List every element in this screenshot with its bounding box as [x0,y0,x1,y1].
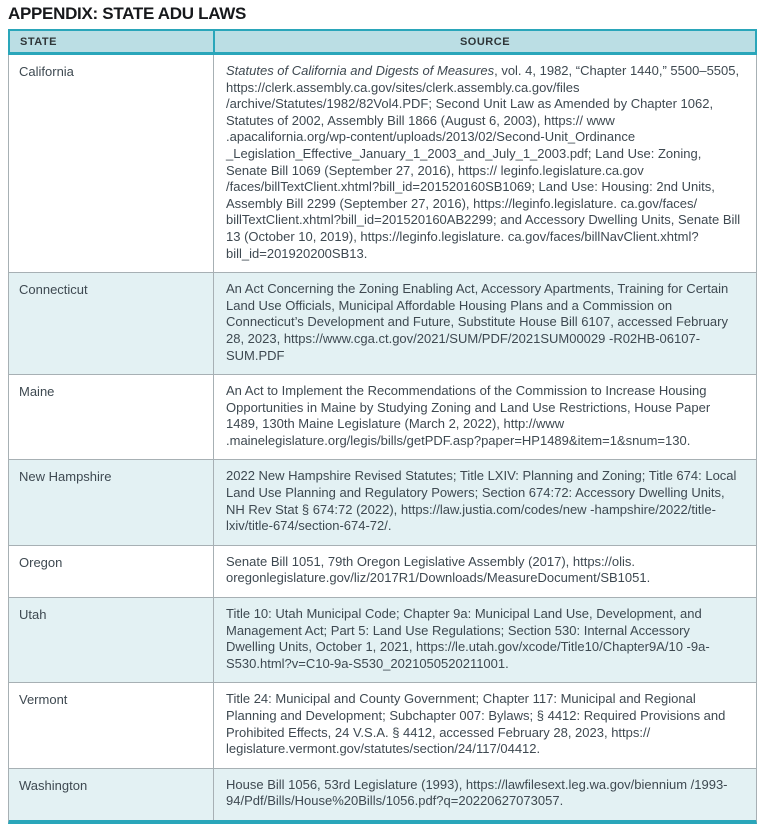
source-text: , vol. 4, 1982, “Chapter 1440,” 5500–550… [226,63,741,261]
column-header-state: STATE [10,31,215,52]
table-row-california: California Statutes of California and Di… [9,55,756,274]
table-row-oregon: Oregon Senate Bill 1051, 79th Oregon Leg… [9,545,756,599]
source-cell: An Act to Implement the Recommendations … [214,375,756,459]
table-row-utah: Utah Title 10: Utah Municipal Code; Chap… [9,598,756,684]
source-cell: Statutes of California and Digests of Me… [214,55,756,272]
source-cell: Title 24: Municipal and County Governmen… [214,683,756,767]
source-text: Title 24: Municipal and County Governmen… [226,691,726,757]
page-title: APPENDIX: STATE ADU LAWS [8,4,247,23]
column-header-source: SOURCE [459,36,511,48]
source-italic-text: Statutes of California and Digests of Me… [226,63,495,78]
source-text: Title 10: Utah Municipal Code; Chapter 9… [226,606,710,671]
table-row-new-hampshire: New Hampshire 2022 New Hampshire Revised… [9,460,756,546]
source-cell: Title 10: Utah Municipal Code; Chapter 9… [214,598,756,682]
table-row-connecticut: Connecticut An Act Concerning the Zoning… [9,273,756,376]
state-cell: California [9,55,214,273]
source-text: House Bill 1056, 53rd Legislature (1993)… [226,776,728,809]
state-cell: Connecticut [9,273,214,375]
state-cell: Oregon [9,545,214,598]
state-cell: Vermont [9,683,214,768]
state-cell: Washington [9,768,214,820]
table-row-vermont: Vermont Title 24: Municipal and County G… [9,683,756,769]
source-text: An Act Concerning the Zoning Enabling Ac… [226,281,729,363]
source-cell: 2022 New Hampshire Revised Statutes; Tit… [214,460,756,544]
table-row-washington: Washington House Bill 1056, 53rd Legisla… [9,768,756,820]
source-cell: An Act Concerning the Zoning Enabling Ac… [214,273,756,374]
source-text: Senate Bill 1051, 79th Oregon Legislativ… [226,553,651,586]
source-text: An Act to Implement the Recommendations … [226,383,711,448]
source-cell: Senate Bill 1051, 79th Oregon Legislativ… [214,546,756,597]
table-body: California Statutes of California and Di… [8,55,757,824]
state-cell: Maine [9,375,214,460]
table-header-row: STATE SOURCE [8,29,757,55]
source-cell: House Bill 1056, 53rd Legislature (1993)… [214,769,756,820]
source-text: 2022 New Hampshire Revised Statutes; Tit… [226,468,737,534]
state-adu-laws-table: STATE SOURCE California Statutes of Cali… [8,29,757,824]
state-cell: New Hampshire [9,460,214,545]
table-row-maine: Maine An Act to Implement the Recommenda… [9,375,756,461]
state-cell: Utah [9,598,214,683]
